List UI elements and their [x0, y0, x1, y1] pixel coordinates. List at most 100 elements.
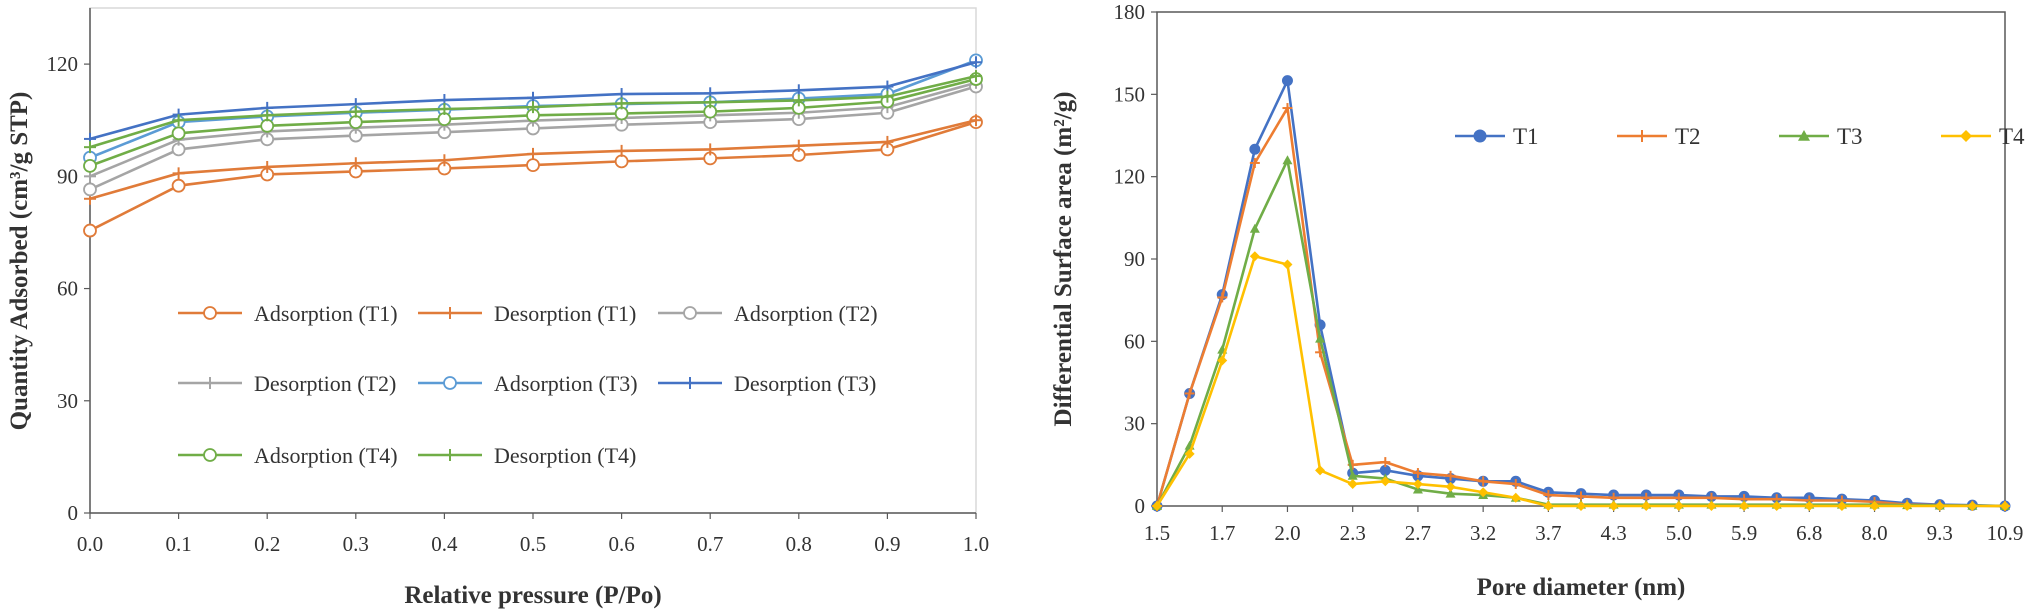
- right-data-point: [1967, 501, 1978, 511]
- left-data-point: [792, 94, 805, 107]
- right-x-tick-label: 3.7: [1535, 521, 1561, 545]
- right-y-axis-title: Differential Surface area (m²/g): [1050, 92, 1077, 427]
- right-y-tick-label: 30: [1124, 412, 1145, 436]
- left-legend-item: Desorption (T4): [418, 443, 636, 468]
- right-legend: T1 T2 T3 T4: [1455, 124, 2025, 149]
- left-data-point: [614, 154, 629, 169]
- right-x-tick-label: 3.2: [1470, 521, 1496, 545]
- right-data-point: [1347, 479, 1358, 490]
- left-legend-label: Adsorption (T3): [494, 371, 638, 396]
- right-data-point: [1641, 501, 1652, 511]
- left-data-point: [171, 126, 186, 141]
- left-x-tick-label: 0.6: [608, 532, 634, 556]
- left-series-7: [84, 70, 982, 154]
- right-legend-item: T3: [1779, 124, 1863, 149]
- right-y-tick-label: 120: [1114, 165, 1146, 189]
- right-y-tick-label: 0: [1135, 494, 1146, 518]
- left-data-point: [83, 223, 97, 238]
- right-data-point: [1445, 470, 1456, 481]
- right-legend-swatch-marker: [1473, 129, 1487, 143]
- right-data-point: [1380, 476, 1391, 487]
- left-legend-swatch-marker: [203, 448, 217, 462]
- right-data-point: [1281, 75, 1293, 87]
- right-x-tick-label: 5.9: [1731, 521, 1757, 545]
- left-x-tick-label: 0.9: [874, 532, 900, 556]
- right-data-point: [1739, 501, 1750, 511]
- left-series-group: [83, 53, 983, 238]
- left-data-point: [704, 96, 717, 109]
- left-x-tick-label: 0.1: [165, 532, 191, 556]
- right-data-point: [1673, 501, 1684, 511]
- right-data-point: [1510, 492, 1521, 503]
- right-data-point: [1608, 501, 1619, 511]
- right-x-tick-label: 2.7: [1405, 521, 1431, 545]
- right-legend-swatch-marker: [1636, 130, 1648, 142]
- left-legend-swatch-marker: [444, 449, 456, 461]
- left-data-point: [615, 144, 628, 157]
- right-data-point: [1478, 487, 1489, 498]
- left-data-point: [881, 90, 894, 103]
- left-data-point: [970, 70, 982, 83]
- left-x-tick-label: 0.3: [343, 532, 369, 556]
- right-data-point: [1249, 223, 1260, 233]
- left-data-point: [83, 158, 97, 173]
- right-x-axis-title: Pore diameter (nm): [1477, 574, 1686, 601]
- right-y-ticks: 0 30 60 90 120 150 180: [1114, 0, 1157, 518]
- right-data-point: [1510, 479, 1521, 490]
- right-x-ticks: 1.5 1.7 2.0 2.3 2.7 3.2 3.7 4.3 5.0 5.9 6.8 8.0 9.3 1…: [1144, 506, 2023, 545]
- right-data-point: [1804, 501, 1815, 511]
- left-legend-label: Desorption (T3): [734, 371, 876, 396]
- right-series-line: [1155, 156, 2006, 508]
- left-legend-label: Desorption (T1): [494, 301, 636, 326]
- left-x-tick-label: 0.0: [77, 532, 103, 556]
- right-data-point: [1478, 476, 1489, 487]
- left-data-point: [970, 114, 982, 127]
- left-data-point: [881, 80, 894, 93]
- right-series-line: [1155, 76, 2006, 508]
- right-data-point: [1282, 155, 1293, 165]
- right-data-point: [1184, 388, 1195, 399]
- right-data-point: [1315, 465, 1326, 476]
- left-data-point: [526, 158, 540, 173]
- right-series-T2: [1152, 103, 2010, 511]
- left-legend-swatch-marker: [443, 376, 457, 390]
- right-x-tick-label: 2.0: [1274, 521, 1300, 545]
- left-legend-item: Adsorption (T2): [658, 301, 878, 326]
- right-legend-label: T2: [1675, 124, 1701, 149]
- left-data-point: [349, 105, 362, 118]
- left-legend-label: Adsorption (T1): [254, 301, 398, 326]
- right-data-point: [1706, 501, 1717, 511]
- left-data-point: [171, 178, 186, 193]
- left-y-tick-label: 120: [47, 52, 79, 76]
- left-legend-label: Adsorption (T4): [254, 443, 398, 468]
- left-data-point: [261, 160, 274, 173]
- left-legend-swatch-marker: [683, 306, 697, 320]
- right-data-point: [1412, 468, 1423, 479]
- right-data-point: [1249, 143, 1261, 155]
- right-legend-item: T1: [1455, 124, 1539, 149]
- left-legend-label: Adsorption (T2): [734, 301, 878, 326]
- right-series-T1: [1151, 75, 2011, 512]
- left-legend-swatch-marker: [684, 377, 696, 389]
- left-y-ticks: 0 30 60 90 120: [47, 52, 90, 525]
- right-data-point: [1249, 251, 1260, 262]
- right-data-point: [1249, 157, 1260, 168]
- right-data-point: [1934, 501, 1945, 511]
- right-legend-swatch-marker: [1960, 130, 1972, 142]
- right-x-tick-label: 5.0: [1666, 521, 1692, 545]
- right-series-group: [1151, 75, 2011, 512]
- right-data-point: [1543, 490, 1554, 501]
- right-y-tick-label: 150: [1114, 82, 1146, 106]
- right-data-point: [1869, 501, 1880, 511]
- right-series-T4: [1152, 251, 2010, 511]
- right-legend-item: T4: [1941, 124, 2025, 149]
- left-data-point: [172, 114, 185, 127]
- right-x-tick-label: 4.3: [1600, 521, 1626, 545]
- right-y-tick-label: 180: [1114, 0, 1146, 24]
- left-series-0: [83, 115, 983, 238]
- left-x-tick-label: 0.5: [520, 532, 546, 556]
- left-x-tick-label: 0.8: [786, 532, 812, 556]
- right-y-tick-label: 90: [1124, 247, 1145, 271]
- right-chart: 0 30 60 90 120 150 180 1.5 1.7 2.0 2.3 2.7 3.2 3.7 4.…: [1050, 0, 2025, 601]
- left-x-tick-label: 1.0: [963, 532, 989, 556]
